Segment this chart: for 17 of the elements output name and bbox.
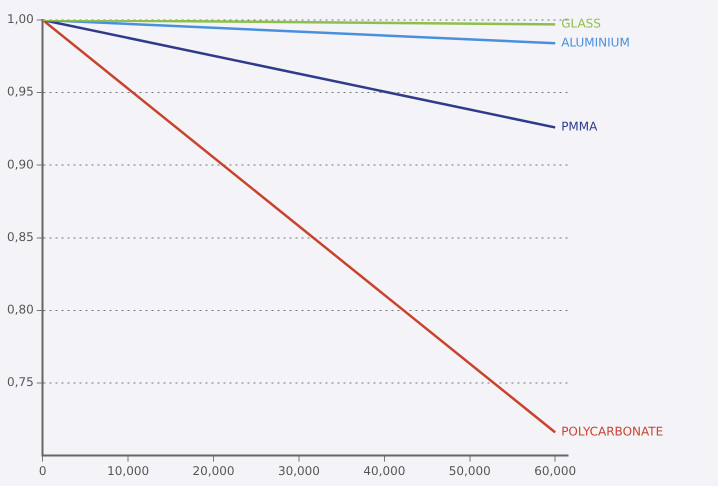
x-tick-label: 30,000 [278, 464, 320, 478]
y-tick-label: 0,90 [7, 157, 34, 172]
series-label: PMMA [561, 120, 598, 134]
x-tick-label: 0 [38, 464, 47, 478]
x-tick-label: 50,000 [448, 464, 491, 478]
y-tick-label: 0,75 [7, 375, 34, 390]
y-tick-label: 0,80 [7, 302, 34, 317]
series-label: POLYCARBONATE [561, 424, 664, 438]
x-tick-label: 40,000 [363, 464, 406, 478]
y-tick-label: 0,95 [7, 84, 34, 99]
y-tick-label: 0,85 [7, 230, 34, 244]
x-tick-label: 20,000 [192, 464, 235, 478]
x-tick-label: 60,000 [534, 464, 576, 478]
y-tick-label: 1,00 [7, 12, 34, 26]
x-tick-label: 10,000 [107, 464, 150, 478]
series-label: GLASS [561, 16, 601, 30]
series-label: ALUMINIUM [561, 35, 630, 50]
